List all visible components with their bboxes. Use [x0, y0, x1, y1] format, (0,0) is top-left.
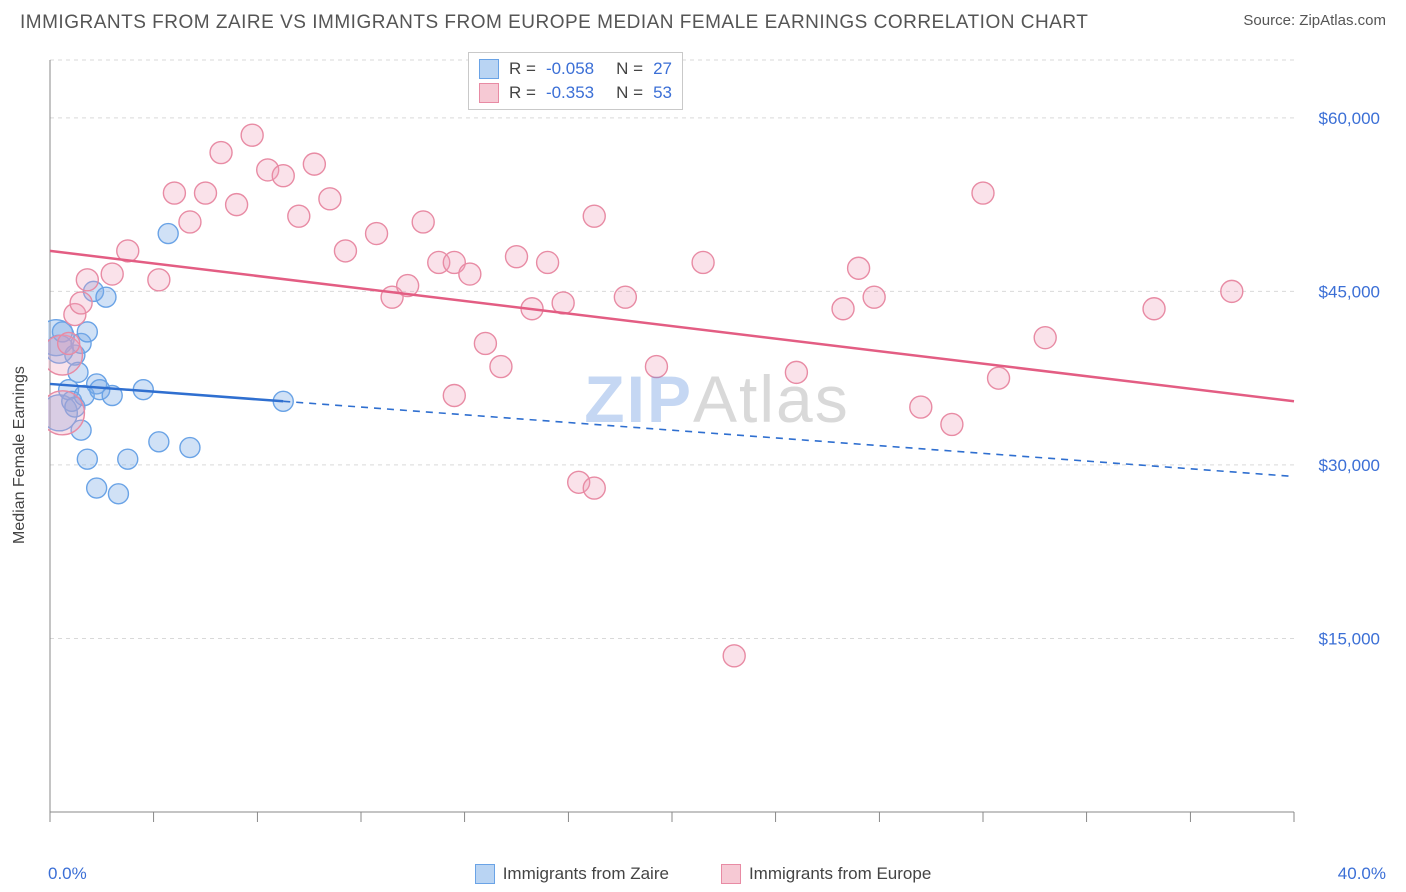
scatter-point — [723, 645, 745, 667]
scatter-point — [1221, 280, 1243, 302]
scatter-point — [48, 391, 84, 435]
scatter-point — [552, 292, 574, 314]
scatter-point — [1034, 327, 1056, 349]
scatter-point — [180, 438, 200, 458]
scatter-point — [210, 142, 232, 164]
scatter-point — [288, 205, 310, 227]
scatter-point — [87, 478, 107, 498]
scatter-point — [303, 153, 325, 175]
scatter-chart: $15,000 $30,000 $45,000 $60,000 — [48, 52, 1386, 840]
scatter-point — [412, 211, 434, 233]
svg-text:$15,000: $15,000 — [1319, 629, 1380, 648]
scatter-point — [583, 477, 605, 499]
scatter-point — [163, 182, 185, 204]
scatter-point — [148, 269, 170, 291]
plot-area: Median Female Earnings $15,000$30,000$45… — [48, 52, 1386, 840]
stat-n-label: N = — [616, 83, 643, 103]
series-swatch — [479, 59, 499, 79]
scatter-point — [490, 356, 512, 378]
scatter-point — [334, 240, 356, 262]
scatter-point — [537, 251, 559, 273]
scatter-point — [96, 287, 116, 307]
scatter-point — [692, 251, 714, 273]
scatter-point — [241, 124, 263, 146]
legend-swatch — [475, 864, 495, 884]
scatter-point — [988, 367, 1010, 389]
scatter-point — [614, 286, 636, 308]
stat-r-value: -0.353 — [546, 83, 594, 103]
stats-row: R = -0.058 N = 27 — [479, 57, 672, 81]
series-swatch — [479, 83, 499, 103]
title-bar: IMMIGRANTS FROM ZAIRE VS IMMIGRANTS FROM… — [0, 0, 1406, 38]
scatter-point — [785, 361, 807, 383]
scatter-point — [101, 263, 123, 285]
scatter-point — [108, 484, 128, 504]
legend-item: Immigrants from Europe — [721, 864, 931, 884]
scatter-point — [58, 332, 80, 354]
scatter-point — [583, 205, 605, 227]
svg-text:$45,000: $45,000 — [1319, 282, 1380, 301]
svg-text:$60,000: $60,000 — [1319, 109, 1380, 128]
svg-text:$30,000: $30,000 — [1319, 456, 1380, 475]
legend-item: Immigrants from Zaire — [475, 864, 669, 884]
scatter-point — [474, 332, 496, 354]
scatter-point — [459, 263, 481, 285]
scatter-point — [941, 413, 963, 435]
stat-n-value: 53 — [653, 83, 672, 103]
scatter-point — [506, 246, 528, 268]
legend-swatch — [721, 864, 741, 884]
scatter-point — [319, 188, 341, 210]
scatter-point — [832, 298, 854, 320]
scatter-point — [195, 182, 217, 204]
stat-n-label: N = — [616, 59, 643, 79]
stat-r-label: R = — [509, 59, 536, 79]
scatter-point — [910, 396, 932, 418]
stats-legend: R = -0.058 N = 27 R = -0.353 N = 53 — [468, 52, 683, 110]
legend-label: Immigrants from Zaire — [503, 864, 669, 884]
scatter-point — [1143, 298, 1165, 320]
source-prefix: Source: — [1243, 12, 1299, 29]
y-axis-label: Median Female Earnings — [11, 366, 29, 544]
scatter-point — [272, 165, 294, 187]
stats-row: R = -0.353 N = 53 — [479, 81, 672, 105]
scatter-point — [70, 292, 92, 314]
scatter-point — [77, 449, 97, 469]
scatter-point — [76, 269, 98, 291]
series-legend: Immigrants from Zaire Immigrants from Eur… — [0, 864, 1406, 884]
scatter-point — [863, 286, 885, 308]
scatter-point — [366, 223, 388, 245]
legend-label: Immigrants from Europe — [749, 864, 931, 884]
source-link[interactable]: ZipAtlas.com — [1299, 12, 1386, 29]
scatter-point — [179, 211, 201, 233]
stat-r-value: -0.058 — [546, 59, 594, 79]
stat-n-value: 27 — [653, 59, 672, 79]
trend-line — [50, 251, 1294, 401]
chart-title: IMMIGRANTS FROM ZAIRE VS IMMIGRANTS FROM… — [20, 12, 1088, 34]
scatter-point — [443, 385, 465, 407]
scatter-point — [848, 257, 870, 279]
scatter-point — [226, 194, 248, 216]
scatter-point — [118, 449, 138, 469]
stat-r-label: R = — [509, 83, 536, 103]
scatter-point — [149, 432, 169, 452]
scatter-point — [158, 224, 178, 244]
scatter-point — [972, 182, 994, 204]
scatter-point — [645, 356, 667, 378]
source-attribution: Source: ZipAtlas.com — [1243, 12, 1386, 29]
